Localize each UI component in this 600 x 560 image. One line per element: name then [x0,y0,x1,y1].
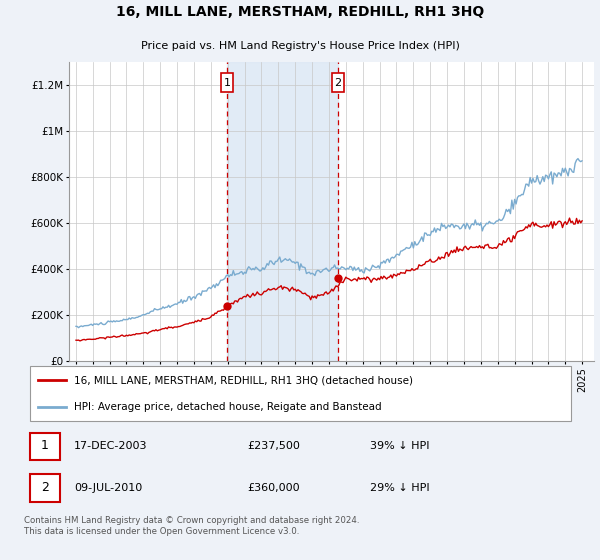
Text: 39% ↓ HPI: 39% ↓ HPI [370,441,430,451]
Text: Price paid vs. HM Land Registry's House Price Index (HPI): Price paid vs. HM Land Registry's House … [140,41,460,51]
Text: 2: 2 [41,481,49,494]
Text: 2: 2 [334,78,341,87]
Bar [29,474,60,502]
Text: 09-JUL-2010: 09-JUL-2010 [74,483,142,493]
Text: 1: 1 [41,440,49,452]
Text: £360,000: £360,000 [247,483,300,493]
Bar [332,73,344,92]
Bar [221,73,233,92]
FancyBboxPatch shape [29,366,571,421]
Text: Contains HM Land Registry data © Crown copyright and database right 2024.
This d: Contains HM Land Registry data © Crown c… [24,516,359,535]
Text: HPI: Average price, detached house, Reigate and Banstead: HPI: Average price, detached house, Reig… [74,402,382,412]
Text: 17-DEC-2003: 17-DEC-2003 [74,441,148,451]
Text: 1: 1 [224,78,230,87]
Text: 29% ↓ HPI: 29% ↓ HPI [370,483,430,493]
Text: 16, MILL LANE, MERSTHAM, REDHILL, RH1 3HQ: 16, MILL LANE, MERSTHAM, REDHILL, RH1 3H… [116,5,484,18]
Text: £237,500: £237,500 [247,441,300,451]
Bar [29,432,60,460]
Bar [227,62,338,361]
Text: 16, MILL LANE, MERSTHAM, REDHILL, RH1 3HQ (detached house): 16, MILL LANE, MERSTHAM, REDHILL, RH1 3H… [74,375,413,385]
